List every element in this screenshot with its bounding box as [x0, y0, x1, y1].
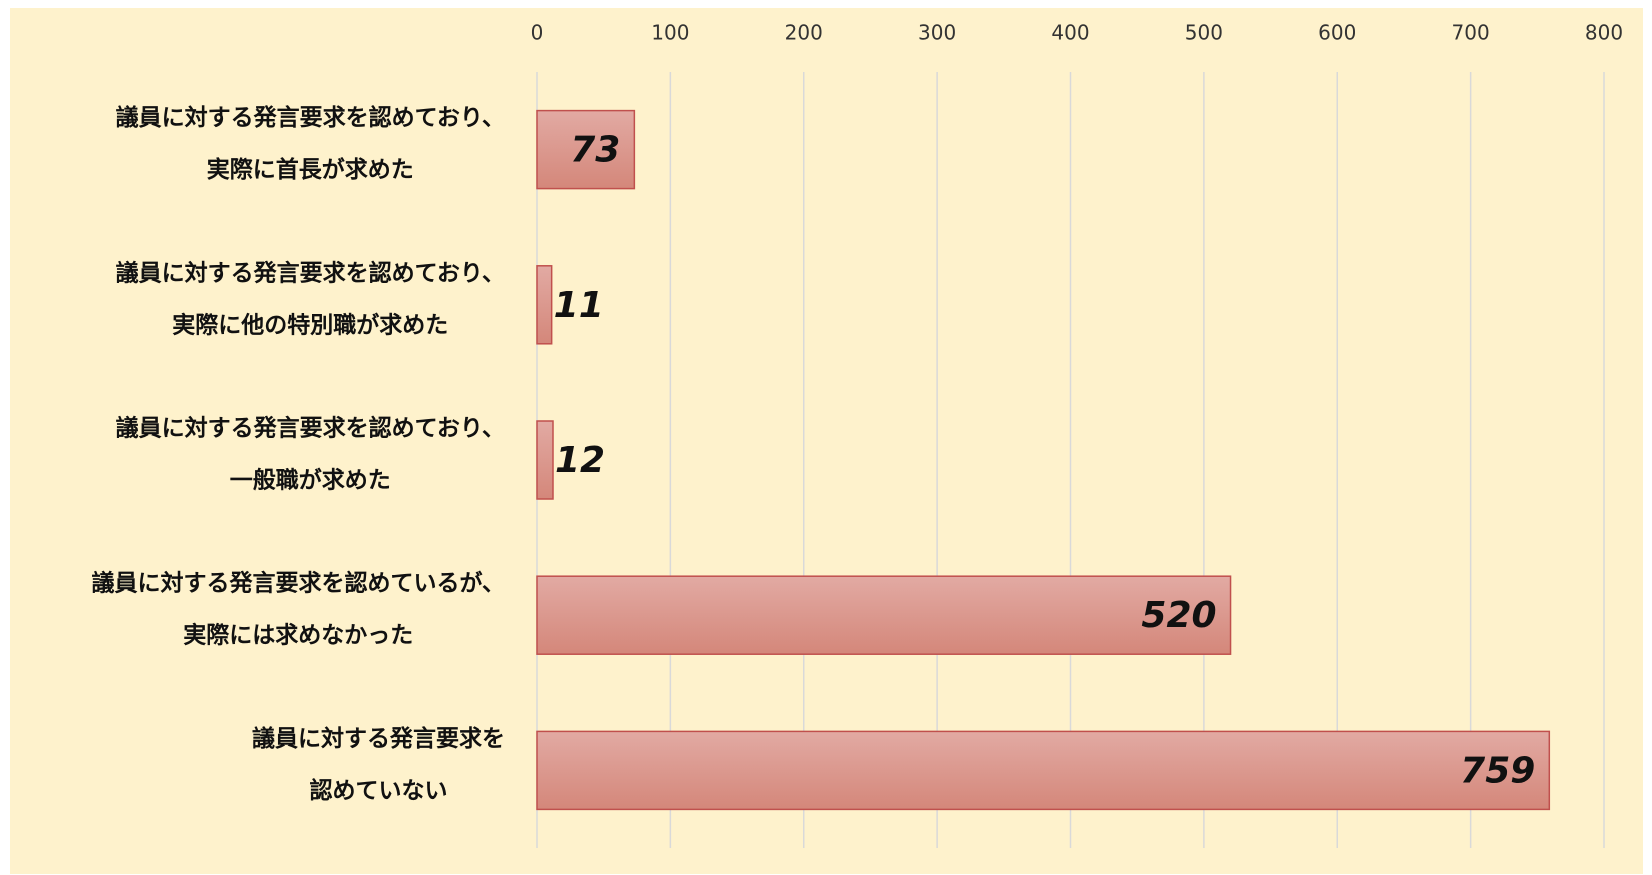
plot-background	[10, 8, 1643, 874]
data-label: 759	[1460, 750, 1535, 791]
y-tick-label: 議員に対する発言要求を認めており、	[116, 415, 505, 442]
y-tick-label: 議員に対する発言要求を認めており、	[116, 259, 505, 286]
x-tick-label: 700	[1452, 21, 1490, 45]
bar	[536, 730, 1551, 811]
y-tick-label: 議員に対する発言要求を認めているが、	[91, 570, 505, 597]
y-tick-label: 認めていない	[310, 777, 448, 804]
bar	[536, 420, 554, 500]
x-tick-label: 500	[1185, 21, 1223, 45]
y-tick-label: 実際に首長が求めた	[207, 156, 414, 183]
x-tick-label: 200	[785, 21, 823, 45]
y-tick-label: 一般職が求めた	[230, 467, 391, 494]
bar	[536, 109, 636, 190]
x-tick-label: 300	[918, 21, 956, 45]
y-tick-label: 議員に対する発言要求を認めており、	[116, 104, 505, 131]
data-label: 73	[570, 130, 620, 171]
data-label: 12	[555, 440, 605, 481]
x-tick-label: 800	[1585, 21, 1623, 45]
x-tick-label: 0	[531, 21, 544, 45]
bar	[536, 575, 1232, 655]
bar	[536, 265, 553, 345]
y-tick-label: 実際に他の特別職が求めた	[172, 311, 448, 338]
x-tick-label: 100	[651, 21, 689, 45]
y-tick-label: 実際には求めなかった	[183, 622, 413, 649]
y-tick-label: 議員に対する発言要求を	[252, 725, 505, 752]
x-tick-label: 600	[1318, 21, 1356, 45]
data-label: 11	[554, 285, 604, 326]
data-label: 520	[1141, 595, 1216, 636]
x-tick-label: 400	[1051, 21, 1089, 45]
